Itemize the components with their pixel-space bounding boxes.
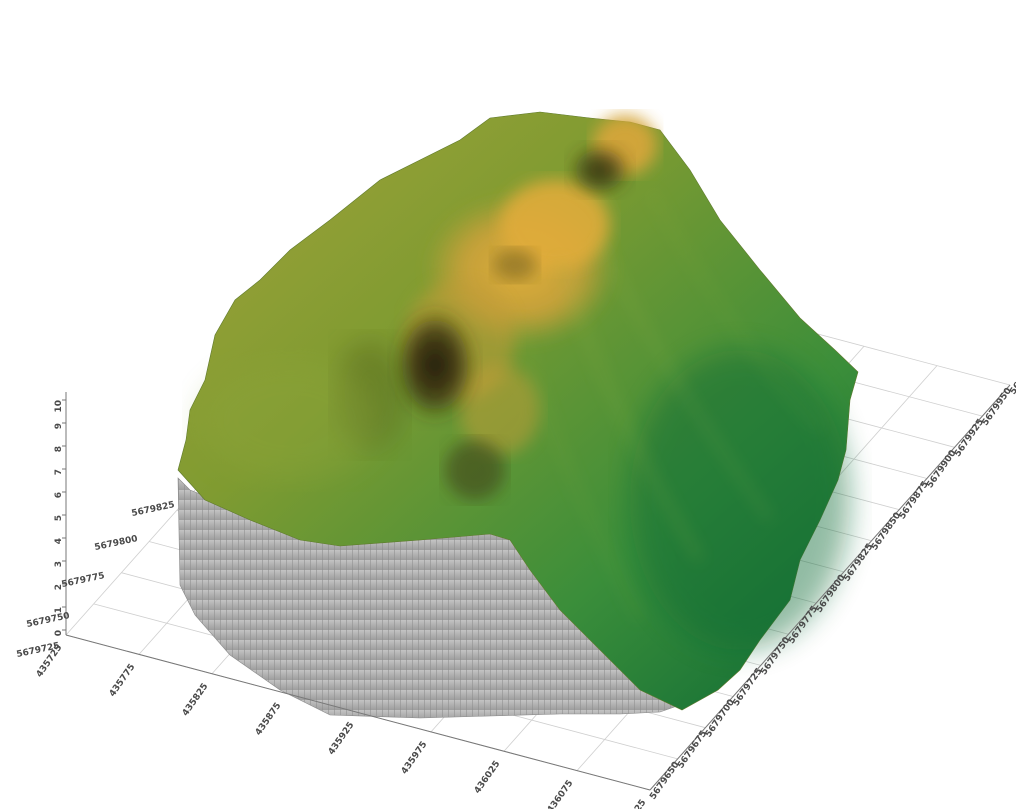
left-tick-label: 5679750 [26, 611, 71, 630]
y-tick-label: 5679925 [953, 417, 986, 459]
x-tick-label: 435875 [254, 701, 284, 738]
z-tick-label: 4 [54, 538, 64, 544]
x-tick-label: 435925 [327, 720, 357, 757]
z-tick-label: 8 [54, 446, 64, 452]
axes [65, 384, 1011, 791]
y-tick-label: 5679650 [648, 760, 681, 802]
x-tick-label: 435775 [108, 662, 138, 699]
z-tick-label: 10 [54, 400, 64, 413]
z-tick-label: 9 [54, 423, 64, 429]
x-tick-label: 435975 [400, 740, 430, 777]
x-tick-label: 436125 [619, 798, 649, 809]
x-tick-label: 435825 [181, 682, 211, 719]
z-tick-label: 6 [54, 492, 64, 498]
y-tick-label: 5679850 [870, 511, 903, 553]
y-tick-label: 5679825 [842, 542, 875, 584]
y-tick-label: 5679875 [897, 480, 930, 522]
y-tick-label: 5679700 [704, 698, 737, 740]
y-tick-label: 5679900 [925, 449, 958, 491]
left-tick-label: 5679800 [94, 534, 139, 553]
x-tick-label: 436075 [546, 779, 576, 809]
y-tick-label: 5679675 [676, 729, 709, 771]
z-tick-label: 3 [54, 561, 64, 567]
z-tick-label: 0 [54, 630, 64, 636]
z-tick-label: 5 [54, 515, 64, 521]
y-tick-label: 5679950 [981, 386, 1014, 428]
left-tick-label: 5679775 [61, 571, 106, 590]
z-tick-label: 7 [54, 469, 64, 475]
x-tick-label: 436025 [473, 759, 503, 796]
z-tick-label: 1 [54, 607, 64, 613]
z-tick-label: 2 [54, 584, 64, 590]
terrain-relief [200, 115, 850, 650]
z-axis-ticks: 0 1 2 3 4 5 6 7 8 9 10 [54, 399, 66, 636]
left-tick-label: 5679825 [131, 500, 176, 519]
